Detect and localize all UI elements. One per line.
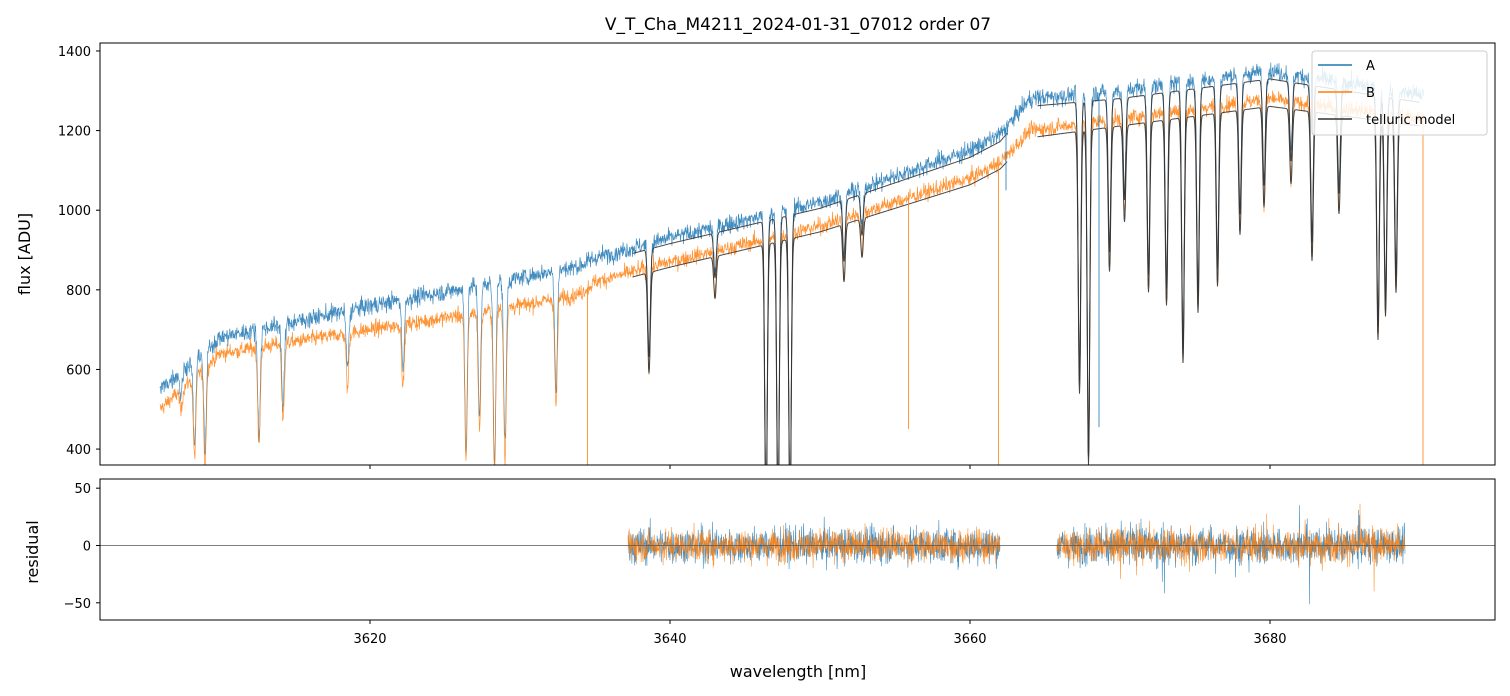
residual-y-tick-label: 50 (74, 482, 91, 497)
chart-title: V_T_Cha_M4211_2024-01-31_07012 order 07 (605, 15, 991, 35)
x-tick-label: 3660 (953, 632, 986, 647)
legend-label-telluric: telluric model (1366, 113, 1455, 128)
residual-y-tick-label: −50 (64, 597, 91, 612)
residual-y-axis: −50 0 50 (64, 482, 100, 612)
spectrum-y-tick-label: 400 (66, 443, 91, 458)
spectrum-frame (99, 42, 1496, 466)
spectrum-x-axis (369, 465, 1271, 469)
x-tick-label: 3640 (653, 632, 686, 647)
legend-label-a: A (1366, 59, 1375, 74)
x-tick-label: 3680 (1253, 632, 1286, 647)
residual-panel: −50 0 50 3620 3640 3660 3680 residual wavelen… (23, 478, 1496, 681)
x-axis-label: wavelength [nm] (730, 662, 867, 681)
legend: A B telluric model (1311, 50, 1488, 136)
residual-y-label: residual (23, 520, 42, 583)
spectrum-y-tick-label: 800 (66, 284, 91, 299)
spectrum-panel: 400 600 800 1000 1200 1400 flux [ADU] A B tel… (15, 42, 1496, 469)
spectrum-y-axis: 400 600 800 1000 1200 1400 (58, 45, 100, 458)
legend-label-b: B (1366, 86, 1375, 101)
residual-data (100, 503, 1495, 605)
spectrum-data (159, 62, 1425, 465)
spectrum-y-tick-label: 1000 (58, 204, 91, 219)
spectrum-y-tick-label: 1400 (58, 45, 91, 60)
residual-y-tick-label: 0 (83, 539, 91, 554)
residual-frame (99, 478, 1496, 621)
spectrum-y-tick-label: 600 (66, 363, 91, 378)
spectrum-y-tick-label: 1200 (58, 125, 91, 140)
telluric-model-b-line (632, 105, 1420, 465)
residual-b-line (627, 503, 1406, 592)
residual-x-axis: 3620 3640 3660 3680 (353, 620, 1287, 647)
x-tick-label: 3620 (353, 632, 386, 647)
legend-box (1311, 50, 1488, 136)
spectrum-y-label: flux [ADU] (15, 213, 34, 295)
telluric-model-a-line (632, 78, 1420, 465)
